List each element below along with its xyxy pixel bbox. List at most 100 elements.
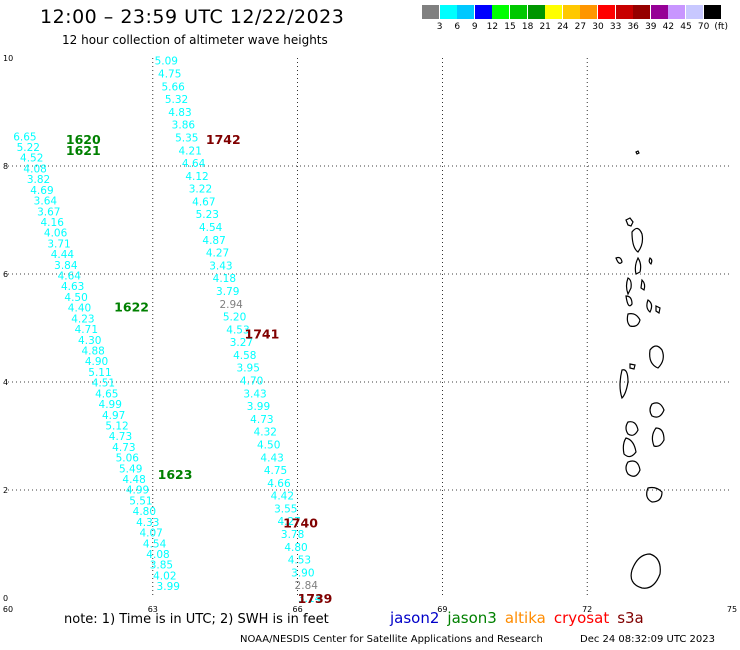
lat-tick-label: 2 (3, 486, 8, 495)
wave-height-value: 4.16 (41, 217, 65, 229)
wave-height-value: 4.27 (277, 516, 300, 528)
colorbar-swatch (562, 5, 580, 19)
island-outline (655, 305, 661, 314)
wave-height-value: 5.22 (17, 142, 40, 154)
wave-height-value: 4.54 (199, 222, 223, 234)
satellite-legend: jason2 jason3 altika cryosat s3a (390, 609, 652, 627)
colorbar-label: 70 (697, 22, 710, 32)
island-outline (626, 313, 641, 327)
wave-height-value: 5.51 (129, 495, 152, 507)
wave-height-value: 4.53 (288, 555, 311, 567)
island-outline (625, 421, 639, 436)
colorbar-label: 24 (557, 22, 569, 32)
wave-height-value: 3.43 (243, 388, 266, 400)
island-outline (651, 427, 665, 447)
colorbar-label: 42 (662, 22, 675, 32)
island-outline (640, 278, 646, 291)
map-title: 12:00 – 23:59 UTC 12/22/2023 (40, 6, 345, 28)
colorbar-swatch (474, 5, 492, 19)
island-outline (635, 150, 640, 155)
wave-height-value: 5.35 (175, 132, 198, 144)
wave-height-value: 4.32 (254, 427, 277, 439)
wave-height-value: 3.79 (216, 286, 239, 298)
wave-height-value: 4.21 (179, 145, 202, 157)
wave-height-value: 4.08 (146, 549, 169, 561)
wave-height-value: 4.27 (206, 248, 229, 260)
wave-height-value: 4.99 (126, 485, 149, 497)
legend-jason3: jason3 (447, 609, 497, 627)
wave-height-value: 2.84 (295, 580, 319, 592)
wave-height-value: 3.27 (230, 337, 253, 349)
colorbar-swatch (686, 5, 703, 19)
pass-number-label: 1739 (298, 591, 333, 606)
colorbar-label: (ft) (714, 22, 728, 32)
legend-s3a: s3a (617, 609, 644, 627)
wave-height-value: 4.80 (133, 506, 156, 518)
legend-jason2: jason2 (390, 609, 440, 627)
lon-tick-label: 69 (437, 605, 447, 614)
wave-height-value: 4.50 (64, 292, 87, 304)
wave-height-value: 4.88 (81, 346, 104, 358)
wave-height-value: 4.43 (260, 452, 283, 464)
wave-height-value: 3.82 (27, 174, 50, 186)
colorbar-label: 9 (471, 22, 478, 32)
wave-height-value: 5.66 (161, 81, 185, 93)
wave-height-value: 3.67 (37, 206, 60, 218)
pass-number-label: 1620 (66, 132, 101, 147)
island-outline (646, 486, 663, 503)
wave-height-value: 4.23 (71, 313, 94, 325)
colorbar-swatch (615, 5, 633, 19)
wave-height-value: 4.40 (68, 303, 91, 315)
wave-height-value: 4.87 (202, 235, 225, 247)
credit-line: NOAA/NESDIS Center for Satellite Applica… (240, 634, 543, 645)
colorbar-swatch (422, 5, 439, 19)
lon-tick-label: 72 (582, 605, 592, 614)
colorbar-swatch (439, 5, 457, 19)
island-outline (630, 553, 661, 589)
colorbar-swatch (650, 5, 668, 19)
island-outline (625, 295, 633, 307)
wave-height-value: 3.95 (237, 363, 260, 375)
wave-height-value: 4.44 (51, 249, 75, 261)
wave-height-value: 4.51 (92, 378, 115, 390)
colorbar-swatch (580, 5, 598, 19)
wave-height-value: 4.08 (23, 163, 46, 175)
wave-height-value: 4.12 (185, 171, 208, 183)
colorbar-swatch (633, 5, 651, 19)
colorbar-swatch (492, 5, 510, 19)
lat-tick-label: 4 (3, 378, 8, 387)
pass-number-label: 1623 (158, 467, 193, 482)
wave-height-value: 3.64 (34, 196, 58, 208)
wave-height-value: 5.23 (196, 209, 219, 221)
colorbar-swatch (598, 5, 615, 19)
wave-height-value: 4.75 (158, 68, 181, 80)
wave-height-value: 4.73 (112, 442, 135, 454)
wave-height-value: 3.14 (298, 593, 322, 605)
colorbar-swatch (457, 5, 475, 19)
wave-height-value: 4.06 (44, 228, 68, 240)
island-outline (622, 437, 637, 458)
wave-height-value: 3.86 (172, 120, 196, 132)
colorbar-swatch (668, 5, 686, 19)
colorbar-label: 12 (486, 22, 499, 32)
colorbar-label: 33 (609, 22, 622, 32)
lat-tick-label: 10 (3, 54, 13, 63)
footer-note: note: 1) Time is in UTC; 2) SWH is in fe… (64, 612, 329, 627)
wave-height-value: 4.71 (75, 324, 98, 336)
wave-height-value: 3.78 (281, 529, 304, 541)
wave-height-value: 4.69 (30, 185, 53, 197)
wave-height-value: 4.73 (250, 414, 273, 426)
colorbar-label: 27 (574, 22, 587, 32)
colorbar-label: 6 (454, 22, 461, 32)
wave-height-value: 4.80 (284, 542, 307, 554)
island-outline (625, 277, 632, 296)
colorbar-swatch (527, 5, 545, 19)
colorbar-label: 15 (504, 22, 516, 32)
wave-height-value: 4.64 (182, 158, 206, 170)
wave-height-value: 3.22 (189, 184, 212, 196)
generated-timestamp: Dec 24 08:32:09 UTC 2023 (580, 634, 715, 645)
wave-height-value: 5.49 (119, 463, 142, 475)
pass-number-label: 1741 (245, 326, 280, 341)
island-outline (625, 460, 641, 477)
